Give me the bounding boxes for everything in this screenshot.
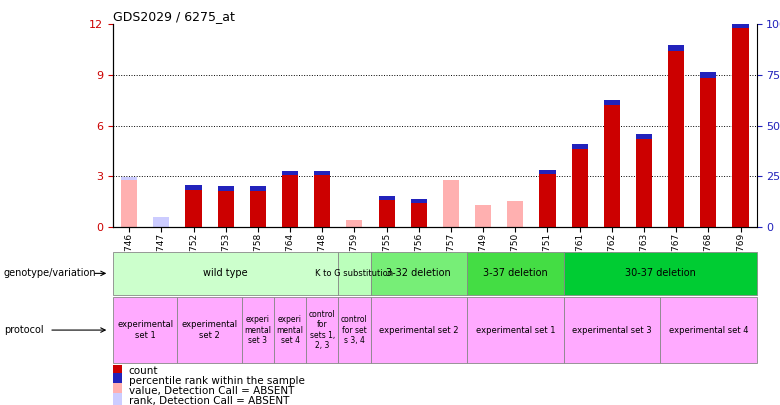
Bar bbox=[113, 393, 122, 405]
Bar bbox=[507, 202, 523, 227]
Text: 3-32 deletion: 3-32 deletion bbox=[386, 269, 451, 278]
Bar bbox=[339, 297, 370, 363]
Bar bbox=[604, 105, 620, 227]
Text: experimental set 1: experimental set 1 bbox=[476, 326, 555, 335]
Bar bbox=[314, 175, 330, 227]
Bar bbox=[636, 139, 652, 227]
Bar bbox=[700, 72, 716, 78]
Bar bbox=[467, 252, 564, 295]
Bar bbox=[572, 144, 587, 149]
Bar bbox=[113, 373, 122, 389]
Bar bbox=[467, 297, 564, 363]
Bar bbox=[370, 297, 467, 363]
Bar bbox=[250, 192, 266, 227]
Bar bbox=[604, 100, 620, 105]
Text: protocol: protocol bbox=[4, 325, 44, 335]
Bar bbox=[121, 179, 137, 227]
Bar bbox=[411, 199, 427, 203]
Bar bbox=[540, 175, 555, 227]
Bar bbox=[177, 297, 242, 363]
Bar bbox=[282, 175, 298, 227]
Text: percentile rank within the sample: percentile rank within the sample bbox=[129, 376, 304, 386]
Text: experimental set 4: experimental set 4 bbox=[668, 326, 748, 335]
Bar bbox=[346, 220, 363, 227]
Bar bbox=[218, 192, 234, 227]
Text: experimental
set 1: experimental set 1 bbox=[117, 320, 173, 340]
Bar bbox=[636, 134, 652, 139]
Bar bbox=[564, 297, 660, 363]
Text: K to G substitution: K to G substitution bbox=[315, 269, 393, 278]
Bar bbox=[113, 297, 177, 363]
Bar bbox=[282, 171, 298, 175]
Bar bbox=[154, 217, 169, 227]
Bar bbox=[113, 362, 122, 379]
Text: experimental set 3: experimental set 3 bbox=[572, 326, 651, 335]
Bar bbox=[113, 252, 339, 295]
Bar bbox=[186, 185, 201, 190]
Bar bbox=[443, 179, 459, 227]
Text: value, Detection Call = ABSENT: value, Detection Call = ABSENT bbox=[129, 386, 294, 396]
Bar bbox=[250, 186, 266, 192]
Text: experimental
set 2: experimental set 2 bbox=[182, 320, 238, 340]
Text: count: count bbox=[129, 366, 158, 375]
Text: 30-37 deletion: 30-37 deletion bbox=[625, 269, 696, 278]
Text: control
for
sets 1,
2, 3: control for sets 1, 2, 3 bbox=[309, 310, 335, 350]
Bar bbox=[307, 297, 339, 363]
Bar bbox=[540, 170, 555, 175]
Bar bbox=[339, 252, 370, 295]
Bar bbox=[572, 149, 587, 227]
Bar bbox=[732, 22, 749, 28]
Bar bbox=[370, 252, 467, 295]
Text: GDS2029 / 6275_at: GDS2029 / 6275_at bbox=[113, 10, 235, 23]
Bar bbox=[732, 28, 749, 227]
Bar bbox=[121, 177, 137, 179]
Text: experi
mental
set 3: experi mental set 3 bbox=[244, 315, 271, 345]
Bar bbox=[700, 78, 716, 227]
Text: experi
mental
set 4: experi mental set 4 bbox=[277, 315, 303, 345]
Bar bbox=[668, 51, 684, 227]
Bar bbox=[186, 190, 201, 227]
Text: wild type: wild type bbox=[204, 269, 248, 278]
Bar bbox=[660, 297, 757, 363]
Text: 3-37 deletion: 3-37 deletion bbox=[483, 269, 548, 278]
Bar bbox=[113, 383, 122, 399]
Bar bbox=[218, 186, 234, 192]
Text: experimental set 2: experimental set 2 bbox=[379, 326, 459, 335]
Bar bbox=[314, 171, 330, 175]
Bar bbox=[274, 297, 307, 363]
Text: control
for set
s 3, 4: control for set s 3, 4 bbox=[341, 315, 368, 345]
Bar bbox=[378, 200, 395, 227]
Bar bbox=[668, 45, 684, 51]
Bar bbox=[475, 205, 491, 227]
Text: genotype/variation: genotype/variation bbox=[4, 269, 97, 278]
Bar bbox=[564, 252, 757, 295]
Text: rank, Detection Call = ABSENT: rank, Detection Call = ABSENT bbox=[129, 396, 289, 405]
Bar bbox=[242, 297, 274, 363]
Bar bbox=[411, 203, 427, 227]
Bar bbox=[378, 196, 395, 200]
